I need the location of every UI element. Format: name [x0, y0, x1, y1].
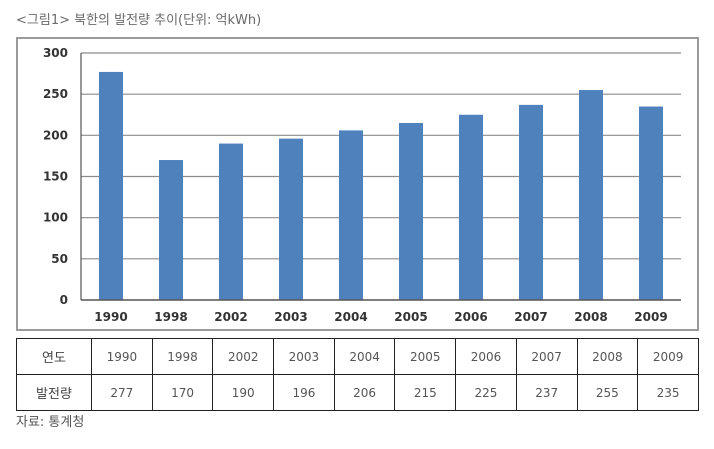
table-row: 발전량 277 170 190 196 206 215 225 237 255 235 [16, 374, 699, 411]
bar-2003 [279, 138, 303, 300]
table-cell: 2008 [576, 338, 639, 375]
x-tick-label: 2002 [214, 310, 247, 324]
x-tick-label: 2005 [394, 310, 427, 324]
table-cell: 2003 [273, 338, 335, 375]
data-table: 연도 1990 1998 2002 2003 2004 2005 2006 2007 2008 20… [16, 338, 699, 411]
table-cell: 215 [394, 374, 457, 411]
bar-1990 [99, 71, 123, 300]
y-tick-label: 300 [43, 46, 68, 60]
x-tick-label: 1990 [94, 310, 127, 324]
x-tick-label: 2009 [634, 310, 667, 324]
bar-2005 [399, 122, 423, 300]
x-tick-label: 2006 [454, 310, 487, 324]
bar-1998 [159, 160, 183, 300]
row-header: 발전량 [16, 374, 92, 411]
table-cell: 1990 [91, 338, 153, 375]
table-cell: 190 [212, 374, 275, 411]
bar-2007 [519, 104, 543, 301]
bar-2004 [339, 130, 363, 300]
x-tick-label: 2007 [514, 310, 547, 324]
table-cell: 206 [333, 374, 396, 411]
table-row: 연도 1990 1998 2002 2003 2004 2005 2006 2007 2008 20… [16, 338, 699, 375]
bar-chart: 0 50 100 150 200 250 300 1990 1998 2002 2003 2004 20… [43, 46, 681, 324]
table-cell: 2009 [637, 338, 699, 375]
y-tick-label: 250 [43, 87, 68, 101]
bar-2008 [579, 90, 603, 300]
table-cell: 170 [151, 374, 214, 411]
table-cell: 235 [637, 374, 699, 411]
x-tick-label: 2004 [334, 310, 367, 324]
bar-2002 [219, 143, 243, 300]
table-cell: 237 [515, 374, 578, 411]
table-cell: 255 [576, 374, 639, 411]
x-tick-label: 1998 [154, 310, 187, 324]
bar-2009 [639, 106, 663, 301]
row-header: 연도 [16, 338, 92, 375]
y-tick-label: 200 [43, 128, 68, 142]
table-cell: 277 [91, 374, 153, 411]
table-cell: 2006 [455, 338, 517, 375]
source-note: 자료: 통계청 [16, 415, 85, 430]
table-cell: 2005 [394, 338, 457, 375]
y-tick-label: 150 [43, 170, 68, 184]
table-cell: 2007 [515, 338, 578, 375]
y-tick-label: 0 [60, 293, 68, 307]
chart-title: <그림1> 북한의 발전량 추이(단위: 억kWh) [16, 13, 262, 28]
table-cell: 225 [455, 374, 517, 411]
table-cell: 196 [273, 374, 335, 411]
y-tick-label: 100 [43, 211, 68, 225]
x-tick-label: 2008 [574, 310, 607, 324]
table-cell: 2004 [333, 338, 396, 375]
chart-frame: 0 50 100 150 200 250 300 1990 1998 2002 2003 2004 20… [16, 37, 699, 331]
table-cell: 1998 [151, 338, 214, 375]
table-cell: 2002 [212, 338, 275, 375]
y-tick-label: 50 [51, 252, 68, 266]
bar-2006 [459, 114, 483, 300]
x-tick-label: 2003 [274, 310, 307, 324]
